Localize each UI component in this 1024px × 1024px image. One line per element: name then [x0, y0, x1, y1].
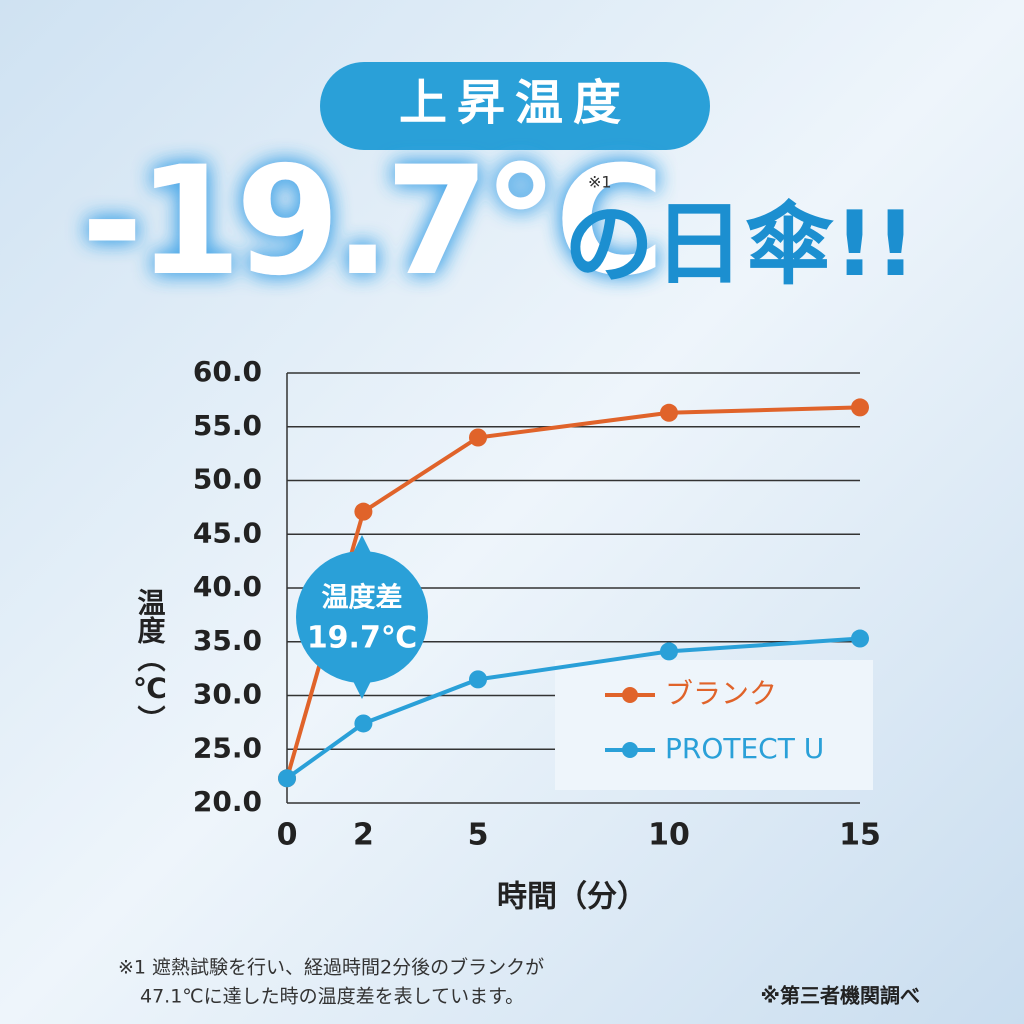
legend-box [555, 660, 873, 790]
y-axis-label: 温度（℃） [133, 588, 166, 733]
plot: 20.0 25.0 30.0 35.0 40.0 45.0 50.0 55.0 60.0 0 2 5 1… [193, 355, 881, 853]
y-tick-label: 35.0 [193, 624, 262, 657]
x-tick-label: 0 [277, 818, 298, 853]
footnote-line: ※1 遮熱試験を行い、経過時間2分後のブランクが [118, 956, 544, 979]
callout-value: 19.7℃ [307, 621, 417, 656]
y-tick-label: 55.0 [193, 409, 262, 442]
y-tick-label: 25.0 [193, 731, 262, 764]
x-axis-label: 時間（分） [497, 880, 647, 915]
source: ※第三者機関調べ [761, 984, 920, 1008]
x-tick-label: 15 [839, 818, 881, 853]
x-tick-label: 5 [468, 818, 489, 853]
callout-title: 温度差 [322, 582, 403, 614]
headline-note: ※1 [588, 173, 612, 192]
callout [296, 551, 428, 683]
badge [320, 62, 710, 150]
legend-marker [622, 687, 638, 703]
data-point [354, 714, 373, 733]
footnote-line: 47.1℃に達した時の温度差を表しています。 [140, 986, 524, 1008]
legend-label: PROTECT U [665, 732, 824, 765]
y-tick-label: 60.0 [193, 355, 262, 388]
data-point [851, 398, 869, 417]
data-point [660, 403, 678, 422]
data-point [660, 642, 678, 661]
data-point [354, 502, 373, 521]
y-tick-label: 40.0 [193, 570, 262, 603]
data-point [278, 769, 296, 788]
y-tick-label: 20.0 [193, 785, 262, 818]
headline-value: -19.7℃ [81, 135, 659, 309]
data-point [469, 670, 487, 689]
data-point [851, 629, 869, 648]
headline-suffix: の日傘!! [564, 192, 916, 297]
data-point [469, 428, 487, 447]
badge-text: 上昇温度 [399, 75, 631, 131]
y-tick-label: 30.0 [193, 678, 262, 711]
y-tick-label: 50.0 [193, 463, 262, 496]
legend-label: ブランク [665, 677, 777, 710]
y-tick-label: 45.0 [193, 516, 262, 549]
legend-marker [622, 742, 638, 758]
x-tick-label: 2 [353, 818, 374, 853]
x-tick-label: 10 [648, 818, 690, 853]
